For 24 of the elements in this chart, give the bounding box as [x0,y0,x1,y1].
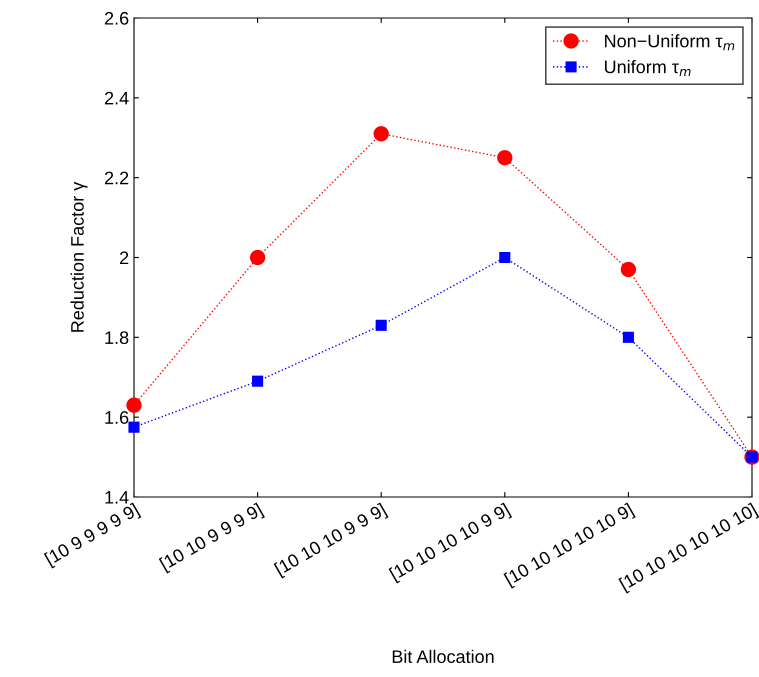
point [376,320,387,331]
point [497,150,512,166]
x-tick-label: [10 9 9 9 9 9] [44,502,142,568]
y-tick-label: 1.4 [105,491,129,504]
point [250,250,266,266]
point [622,332,634,343]
point [128,422,140,433]
legend-label: Uniform τ$_{m}$ [604,60,691,76]
y-tick-label: 2 [120,251,128,264]
point [374,126,389,142]
point [252,376,264,387]
point [499,252,510,264]
y-tick-label: 2.6 [104,12,128,25]
point [126,398,142,413]
x-axis-title: Bit Allocation [392,650,494,664]
y-tick-label: 2.4 [104,92,129,104]
y-tick-label: 1.8 [105,331,128,344]
x-tick-label: [10 10 10 9 9 9] [274,502,389,579]
y-tick-label: 2.2 [104,172,128,184]
point [620,262,636,278]
legend-label: Non−Uniform τ$_{m}$ [605,34,734,50]
y-tick-label: 1.6 [105,411,128,424]
x-tick-label: [10 10 9 9 9 9] [158,502,265,574]
y-axis-title: Reduction Factor γ [70,182,88,332]
